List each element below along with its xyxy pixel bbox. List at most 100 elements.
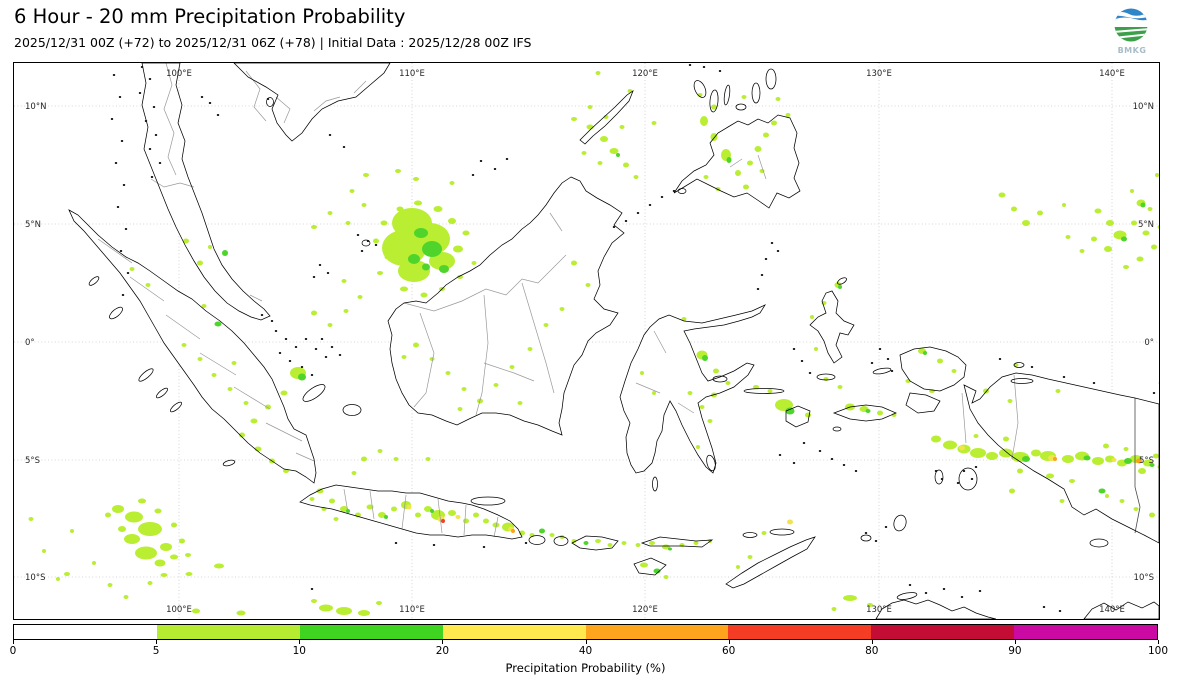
island-speck <box>636 212 640 214</box>
island-speck <box>314 348 318 350</box>
island-speck <box>960 596 964 598</box>
precip-blob <box>214 563 224 569</box>
precip-blob <box>311 599 317 603</box>
colorbar-tick <box>299 640 301 644</box>
island-speck <box>342 146 346 148</box>
precip-blob <box>56 577 60 581</box>
precip-blob <box>652 391 656 395</box>
island-speck <box>1030 366 1034 368</box>
precip-blob <box>160 573 168 577</box>
precip-blob <box>345 221 351 225</box>
precip-blob <box>92 561 96 565</box>
island-speck <box>360 250 364 252</box>
precip-blob <box>1151 244 1157 250</box>
precip-blob <box>736 565 740 569</box>
precip-blob <box>1153 453 1159 459</box>
precip-blob <box>457 407 463 411</box>
colorbar-tick-label: 20 <box>435 645 450 657</box>
admin-borders <box>97 63 1019 538</box>
precip-blob <box>621 541 627 545</box>
precip-blob <box>753 385 759 389</box>
precip-blob <box>343 309 349 313</box>
precip-blob <box>361 456 367 462</box>
precip-blob <box>201 304 207 308</box>
precip-blob <box>366 504 374 510</box>
precip-blob <box>763 132 769 138</box>
precip-blob <box>197 260 203 266</box>
lon-label-top: 120°E <box>632 69 658 79</box>
island-speck <box>114 162 118 164</box>
precip-blob <box>429 357 435 361</box>
island-speck <box>808 372 812 374</box>
precip-blob <box>1140 202 1146 208</box>
precip-blob <box>823 377 829 381</box>
precip-blob <box>640 562 648 568</box>
island-speck <box>818 450 822 452</box>
precip-blob <box>227 387 233 391</box>
island-speck <box>326 272 330 274</box>
colorbar-segment-0-5 <box>14 625 157 639</box>
precip-blob <box>787 519 793 525</box>
precip-blob <box>380 220 388 226</box>
precip-blob <box>185 572 193 576</box>
island-speck <box>702 66 706 68</box>
island-speck <box>121 294 125 296</box>
precip-blob <box>775 97 781 101</box>
island-speck <box>330 346 334 348</box>
island-speck <box>471 174 475 176</box>
precip-blob <box>138 522 162 536</box>
precip-blob <box>696 445 700 449</box>
island-speck <box>260 314 264 316</box>
precip-blob <box>549 533 555 537</box>
precip-blob <box>711 104 717 110</box>
precip-blob <box>112 505 124 513</box>
precip-blob <box>448 510 456 516</box>
precip-blob <box>1123 265 1129 269</box>
island-speck <box>338 354 342 356</box>
precip-blob <box>391 506 397 512</box>
precip-blob <box>814 347 818 351</box>
lon-label-top: 140°E <box>1099 69 1125 79</box>
precip-blob <box>377 271 383 275</box>
precip-blob <box>28 517 34 521</box>
precip-blob <box>170 554 178 560</box>
precip-blob <box>633 175 639 179</box>
precip-blob <box>653 568 661 574</box>
precip-blob <box>406 504 412 510</box>
lat-label-right: 5°S <box>1139 456 1154 466</box>
precip-blob <box>376 601 382 605</box>
precip-blob <box>1157 225 1159 229</box>
precip-blob <box>867 603 873 607</box>
colorbar-tick-label: 80 <box>865 645 879 657</box>
precip-blob <box>986 452 998 460</box>
island-speck <box>148 148 152 150</box>
precip-blob <box>384 254 392 260</box>
precip-blob <box>585 283 591 287</box>
precip-blob <box>185 553 191 557</box>
island-speck <box>524 542 528 544</box>
precip-blob <box>449 181 455 185</box>
island-speck <box>120 140 124 142</box>
country-border-png <box>1134 398 1141 534</box>
colorbar <box>13 624 1158 640</box>
precip-blob <box>373 238 379 244</box>
island-speck <box>158 162 162 164</box>
precip-blob <box>138 498 146 504</box>
precip-blob <box>349 189 355 193</box>
precip-blob <box>1123 447 1129 451</box>
precip-blob <box>831 607 837 611</box>
colorbar-tick-label: 100 <box>1147 645 1169 657</box>
precip-blob <box>693 541 699 545</box>
precip-blob <box>747 555 753 559</box>
precip-blob <box>703 175 709 179</box>
lat-label-left: 0° <box>25 338 35 348</box>
island-speck <box>138 92 142 94</box>
precip-blob <box>1007 399 1013 403</box>
precip-blob <box>239 432 245 438</box>
island-specks <box>110 64 1159 612</box>
colorbar-tick-label: 40 <box>578 645 593 657</box>
precip-blob <box>384 515 388 519</box>
precip-blob <box>351 471 357 475</box>
precip-blob <box>810 315 814 319</box>
island-speck <box>270 320 274 322</box>
